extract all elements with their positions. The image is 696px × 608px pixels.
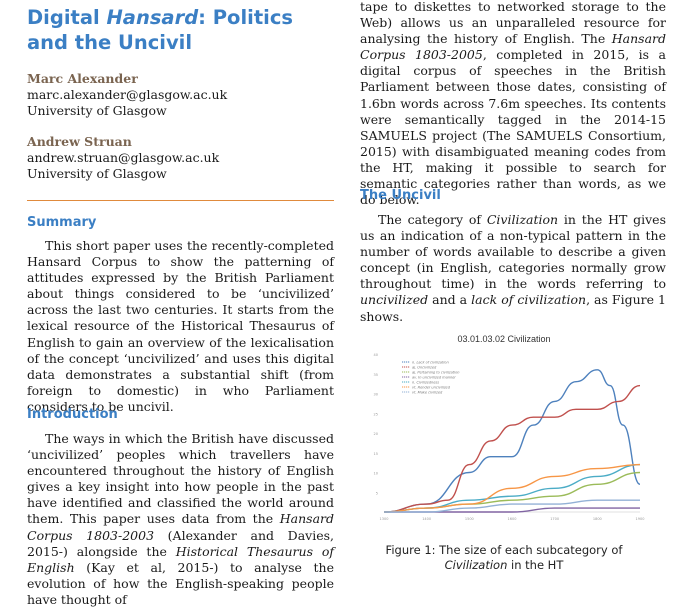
legend-label: vt. Make civilized — [412, 390, 443, 394]
x-tick-label: 1500 — [465, 517, 474, 521]
y-tick-label: 20 — [374, 432, 378, 436]
y-tick-label: 15 — [374, 452, 378, 456]
introduction-heading: Introduction — [27, 407, 118, 422]
legend-label: vt. Render uncivilized — [412, 385, 451, 389]
uncivil-heading: The Uncivil — [360, 188, 441, 203]
x-tick-label: 1300 — [380, 517, 389, 521]
author-affiliation: University of Glasgow — [27, 103, 167, 118]
author-affiliation: University of Glasgow — [27, 166, 167, 181]
x-tick-label: 1800 — [593, 517, 602, 521]
line-chart: 03.01.03.02 Civilization 5 10 15 20 25 30 35 40 1… — [374, 334, 645, 521]
section-divider — [27, 200, 334, 201]
figure-1-chart: 03.01.03.02 Civilization 5 10 15 20 25 30 35 40 1… — [358, 328, 650, 528]
legend-label: n. Lack of civilization — [412, 360, 449, 364]
x-tick-label: 1400 — [422, 517, 431, 521]
y-tick-label: 35 — [374, 373, 378, 377]
uncivil-paragraph: The category of Civilization in the HT g… — [360, 212, 666, 324]
series-line — [383, 471, 641, 513]
summary-heading: Summary — [27, 215, 97, 230]
x-tick-label: 1600 — [508, 517, 517, 521]
legend-label: aj. Uncivilized — [412, 365, 437, 369]
y-tick-label: 30 — [374, 393, 378, 397]
author-email[interactable]: marc.alexander@glasgow.ac.uk — [27, 87, 228, 102]
series-line — [384, 499, 640, 513]
y-tick-label: 5 — [376, 491, 378, 495]
summary-paragraph: This short paper uses the recently-compl… — [27, 238, 334, 414]
series-line — [383, 463, 641, 513]
legend-label: n. Civilizedness — [412, 380, 439, 384]
y-tick-label: 10 — [374, 472, 378, 476]
y-tick-label: 25 — [374, 412, 378, 416]
continued-paragraph: tape to diskettes to networked storage t… — [360, 0, 666, 208]
y-tick-label: 40 — [374, 353, 378, 357]
author-name: Marc Alexander — [27, 71, 138, 86]
author-email[interactable]: andrew.struan@glasgow.ac.uk — [27, 150, 220, 165]
legend-label: av. In uncivilized manner — [412, 375, 456, 379]
series-line — [383, 384, 641, 513]
figure-caption: Figure 1: The size of each subcategory o… — [385, 543, 623, 572]
author-name: Andrew Struan — [27, 134, 132, 149]
author-block-1: Marc Alexander marc.alexander@glasgow.ac… — [27, 71, 227, 119]
x-tick-label: 1700 — [550, 517, 559, 521]
legend-label: aj. Pertaining to civilization — [412, 370, 459, 374]
chart-title: 03.01.03.02 Civilization — [457, 334, 550, 344]
paper-title: Digital Hansard: Politics and the Uncivi… — [27, 6, 293, 54]
introduction-paragraph: The ways in which the British have discu… — [27, 431, 334, 607]
x-tick-label: 1900 — [636, 517, 645, 521]
author-block-2: Andrew Struan andrew.struan@glasgow.ac.u… — [27, 134, 219, 182]
